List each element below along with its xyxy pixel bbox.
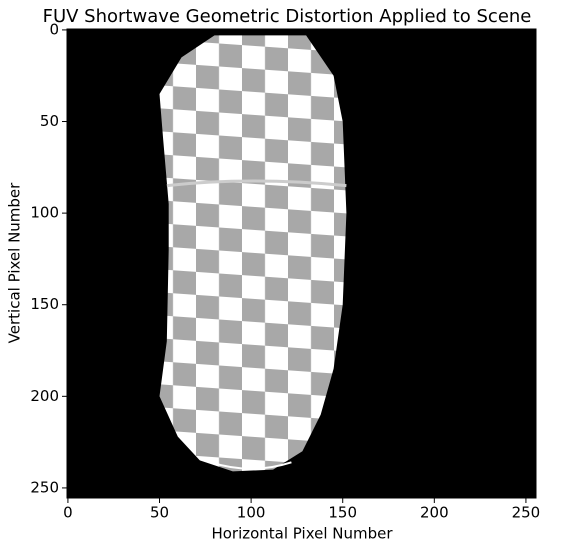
y-tick-label: 200 — [30, 387, 59, 405]
y-tick-label: 150 — [30, 295, 59, 313]
y-tick-label: 0 — [49, 20, 59, 38]
chart-title: FUV Shortwave Geometric Distortion Appli… — [43, 6, 532, 27]
x-tick-label: 50 — [150, 504, 169, 522]
x-axis-label: Horizontal Pixel Number — [211, 525, 393, 543]
y-tick-label: 50 — [40, 112, 59, 130]
y-axis-label: Vertical Pixel Number — [6, 182, 24, 343]
y-tick-label: 100 — [30, 204, 59, 222]
x-tick-label: 200 — [420, 504, 449, 522]
x-tick-label: 250 — [512, 504, 541, 522]
y-tick-label: 250 — [30, 478, 59, 496]
plot-area — [67, 29, 536, 498]
x-tick-label: 100 — [237, 504, 266, 522]
distorted-scene — [160, 35, 347, 471]
x-tick-label: 0 — [63, 504, 73, 522]
chart: FUV Shortwave Geometric Distortion Appli… — [0, 0, 570, 549]
x-tick-label: 150 — [328, 504, 357, 522]
